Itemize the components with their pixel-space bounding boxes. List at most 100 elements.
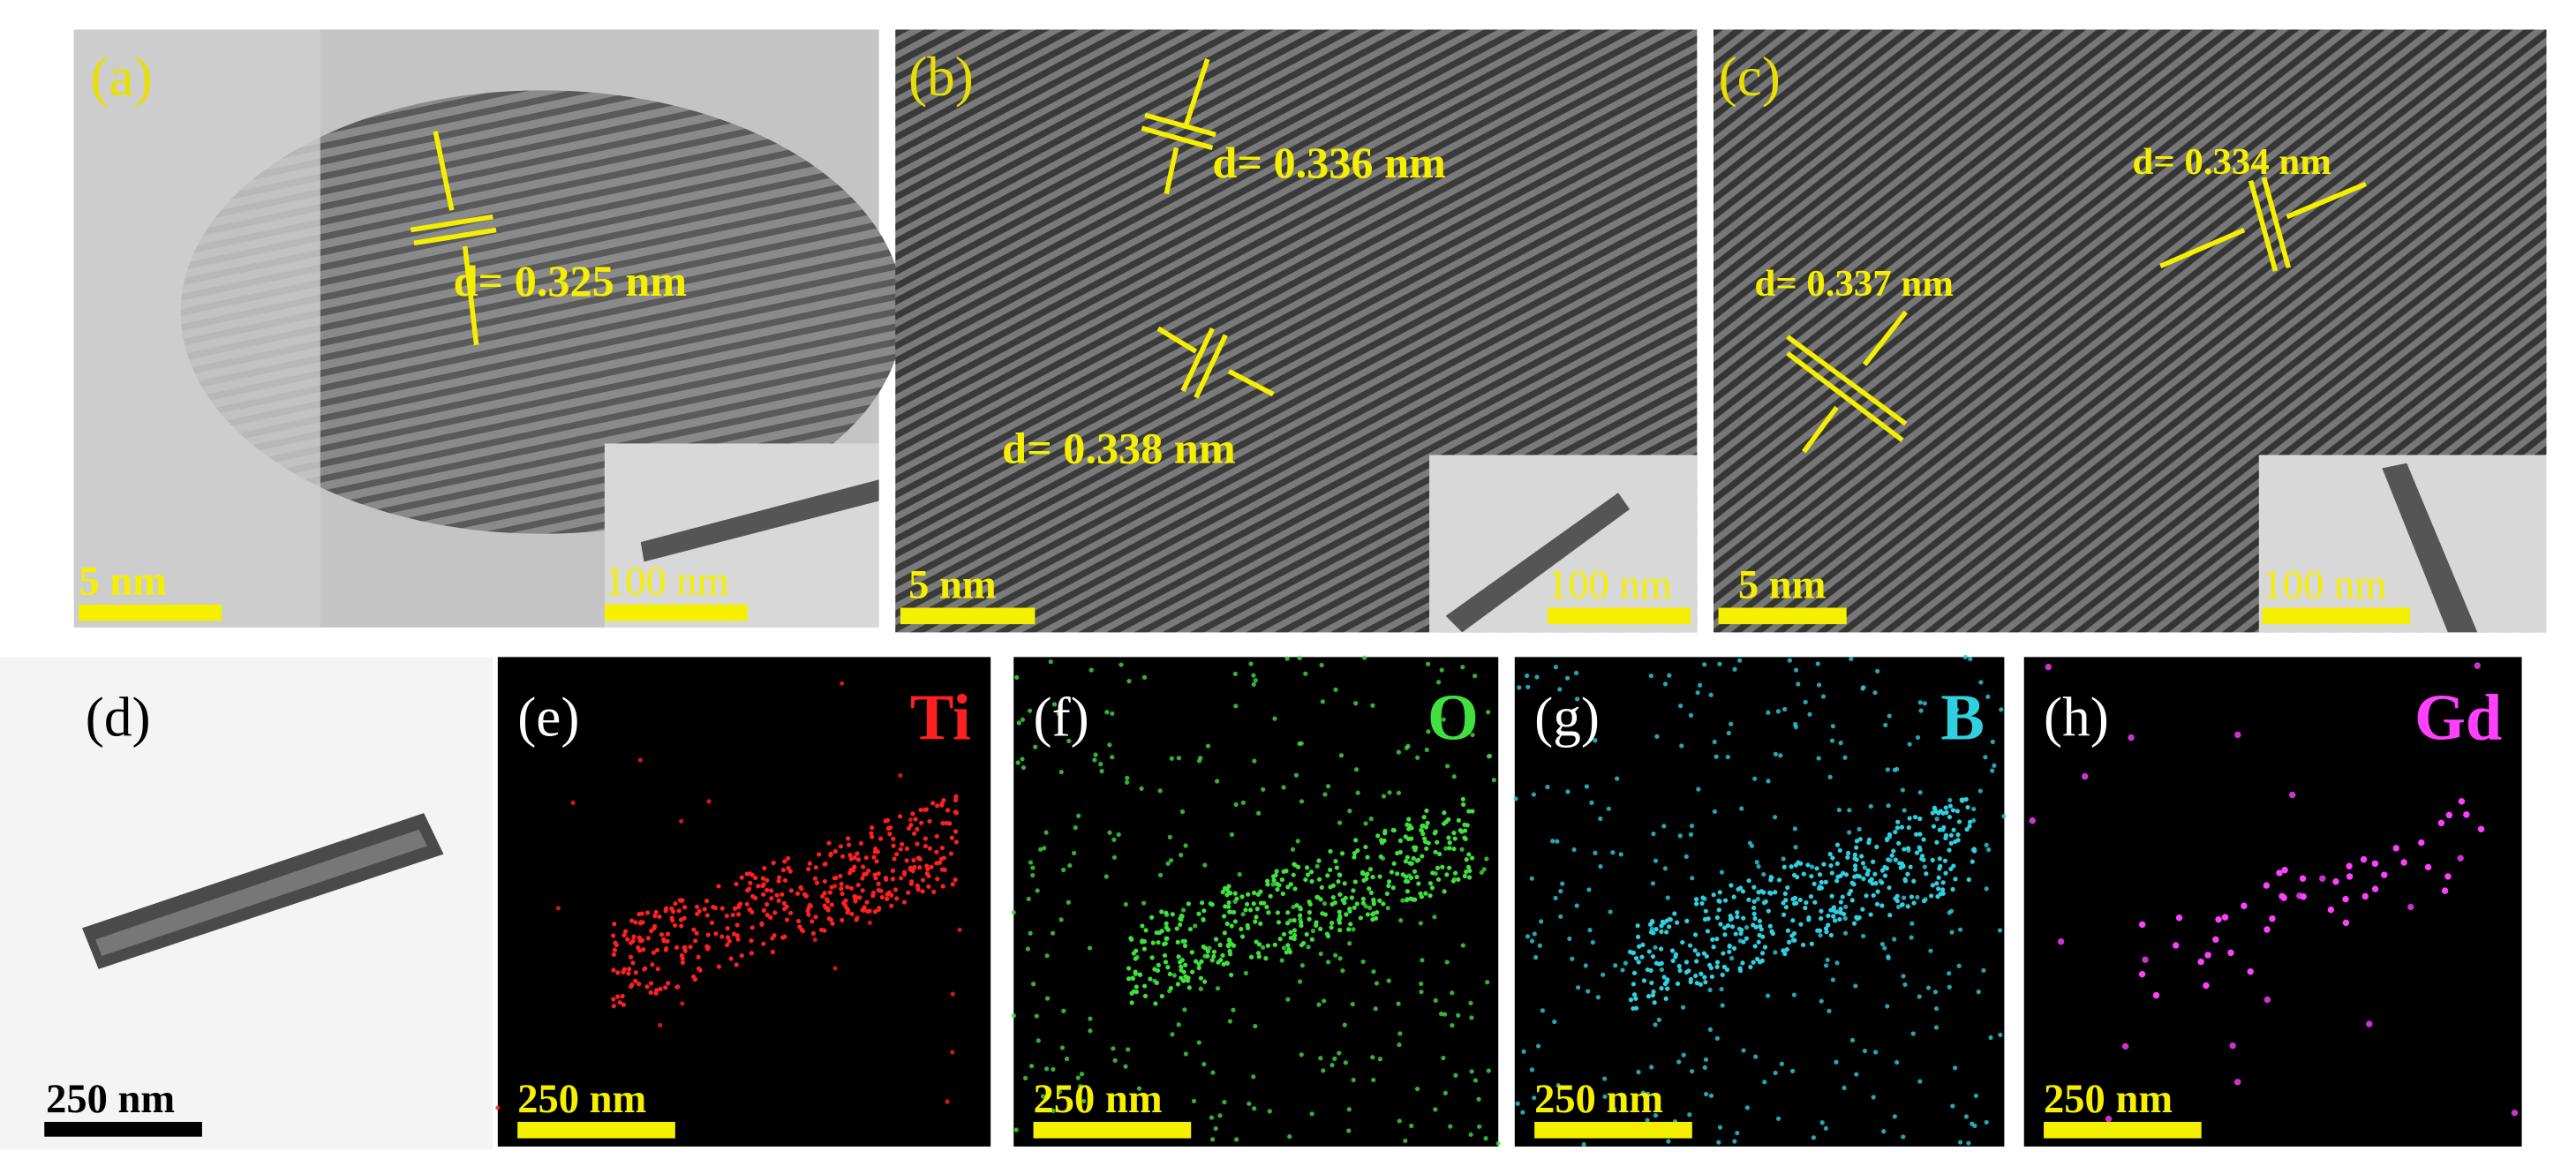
eds-dot	[1665, 986, 1670, 991]
eds-dot	[817, 852, 822, 857]
eds-dot	[1464, 857, 1469, 862]
eds-dot	[898, 847, 903, 852]
eds-dot	[1650, 881, 1656, 886]
eds-dot	[1347, 907, 1352, 912]
eds-dot	[1829, 870, 1834, 876]
eds-dot	[1411, 855, 1416, 861]
eds-dot	[920, 877, 926, 883]
eds-dot	[1270, 874, 1277, 879]
eds-dot	[1664, 929, 1669, 935]
eds-dot	[1048, 659, 1053, 665]
eds-dot	[1950, 1103, 1955, 1109]
eds-dot	[934, 803, 940, 809]
eds-dot	[891, 836, 896, 841]
eds-dot	[926, 884, 931, 889]
eds-dot	[1515, 1101, 1520, 1106]
eds-dot	[1849, 1037, 1856, 1043]
eds-dot	[1773, 950, 1778, 955]
eds-dot	[1533, 955, 1539, 960]
eds-dot	[1557, 687, 1563, 692]
eds-dot	[1129, 937, 1134, 942]
eds-dot	[2029, 817, 2036, 824]
eds-dot	[1487, 753, 1493, 759]
eds-dot	[1947, 984, 1952, 990]
eds-dot	[1598, 816, 1603, 822]
panel-c: (c) d= 0.337 nm d= 0.334 nm 5 nm 100 nm	[1713, 29, 2547, 633]
eds-dot	[1404, 898, 1410, 903]
eds-dot	[1279, 958, 1284, 963]
eds-dot	[1761, 871, 1766, 877]
eds-dot	[1098, 762, 1103, 767]
eds-dot	[1917, 1079, 1923, 1084]
eds-dot	[2281, 866, 2288, 874]
eds-dot	[1337, 914, 1343, 919]
eds-dot	[1066, 738, 1072, 744]
eds-dot	[1699, 971, 1704, 976]
eds-dot	[1842, 930, 1849, 936]
eds-dot	[1252, 758, 1257, 764]
eds-dot	[908, 881, 914, 886]
eds-dot	[1783, 898, 1789, 903]
eds-dot	[1574, 903, 1579, 908]
eds-dot	[1044, 996, 1051, 1001]
eds-dot	[1683, 854, 1689, 859]
eds-dot	[1905, 904, 1910, 909]
eds-dot	[1714, 937, 1720, 942]
eds-dot	[765, 901, 770, 907]
eds-dot	[1793, 845, 1798, 850]
eds-dot	[1914, 850, 1920, 855]
eds-dot	[931, 889, 937, 894]
eds-dot	[1291, 872, 1296, 877]
eds-dot	[1473, 674, 1478, 679]
eds-dot	[1225, 944, 1232, 949]
eds-dot	[948, 851, 954, 856]
eds-dot	[1687, 1112, 1692, 1118]
eds-dot	[1540, 1008, 1546, 1013]
eds-dot	[1088, 1016, 1093, 1021]
eds-dot	[1456, 817, 1461, 823]
eds-dot	[1827, 1008, 1832, 1013]
eds-dot	[1633, 996, 1638, 1001]
eds-dot	[1811, 881, 1817, 886]
eds-dot	[807, 903, 813, 909]
eds-dot	[679, 818, 684, 824]
eds-dot	[1714, 1035, 1721, 1041]
eds-dot	[1223, 904, 1228, 909]
panel-label: (b)	[908, 46, 974, 108]
eds-dot	[1843, 904, 1849, 909]
eds-dot	[1469, 1015, 1474, 1020]
eds-dot	[1719, 986, 1724, 992]
eds-dot	[1950, 808, 1956, 813]
eds-dot	[666, 981, 671, 986]
eds-dot	[1688, 976, 1693, 982]
eds-dot	[1791, 992, 1797, 997]
eds-dot	[923, 836, 928, 841]
eds-dot	[1193, 959, 1199, 964]
eds-dot	[1728, 913, 1733, 919]
eds-dot	[1884, 866, 1889, 871]
eds-dot	[850, 868, 856, 873]
eds-dot	[1484, 856, 1489, 862]
eds-dot	[1790, 918, 1796, 923]
eds-dot	[1532, 931, 1537, 937]
eds-dot	[1959, 797, 1964, 802]
eds-dot	[1297, 655, 1302, 661]
eds-dot	[1015, 760, 1021, 765]
eds-dot	[1451, 831, 1457, 836]
eds-dot	[832, 848, 838, 854]
eds-dot	[1838, 873, 1843, 878]
eds-dot	[1170, 1032, 1175, 1037]
eds-dot	[611, 997, 616, 1002]
eds-dot	[1424, 846, 1429, 851]
eds-dot	[1397, 1042, 1402, 1048]
eds-dot	[1976, 990, 1981, 995]
eds-dot	[1426, 840, 1431, 846]
eds-dot	[870, 834, 875, 839]
eds-dot	[1550, 839, 1555, 844]
eds-dot	[1908, 864, 1913, 869]
eds-dot	[1199, 959, 1204, 964]
eds-dot	[1332, 900, 1337, 906]
eds-dot	[865, 908, 870, 914]
eds-dot	[1491, 778, 1496, 783]
